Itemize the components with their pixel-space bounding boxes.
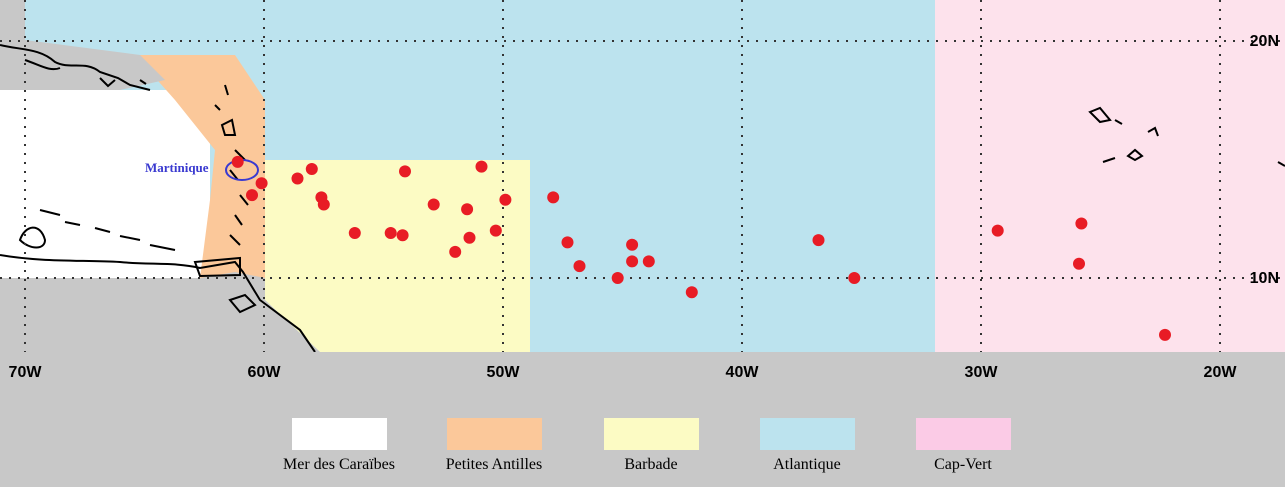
observation-point [1075, 217, 1088, 230]
legend-label-caribbean: Mer des Caraïbes [283, 456, 395, 473]
observation-point [547, 191, 560, 204]
legend-swatch-lesser-antilles [446, 418, 542, 450]
lat-label-10n: 10N [1249, 270, 1279, 287]
observation-point [449, 245, 462, 258]
lon-label-60w: 60W [247, 364, 281, 381]
lon-label-40w: 40W [725, 364, 759, 381]
legend-label-lesser-antilles: Petites Antilles [445, 456, 543, 473]
land-south-america [0, 272, 320, 352]
observation-point [848, 272, 861, 284]
land-greater-antilles [0, 0, 165, 90]
observation-point [611, 272, 624, 284]
lon-label-20w: 20W [1203, 364, 1237, 381]
lat-label-20n: 20N [1249, 33, 1279, 50]
observation-point [991, 224, 1004, 237]
observation-point [427, 198, 440, 211]
legend-item-caribbean: Mer des Caraïbes [229, 418, 449, 474]
observation-point [642, 255, 655, 268]
lon-label-50w: 50W [486, 364, 520, 381]
legend-item-lesser-antilles: Petites Antilles [384, 418, 604, 474]
observation-point [246, 189, 258, 202]
legend: Mer des Caraïbes Petites Antilles Barbad… [0, 418, 1285, 487]
observation-point [463, 231, 476, 244]
legend-label-cape-verde: Cap-Vert [934, 456, 992, 473]
observation-point [626, 255, 639, 268]
legend-label-barbados: Barbade [624, 456, 678, 473]
observation-point [291, 172, 304, 185]
region-lesser-antilles [135, 55, 265, 278]
observation-point [1159, 328, 1171, 341]
region-cape-verde [935, 0, 1285, 352]
observation-point [499, 193, 512, 206]
legend-label-atlantic: Atlantique [773, 456, 841, 473]
legend-swatch-cape-verde [915, 418, 1011, 450]
observation-point [475, 160, 488, 173]
region-caribbean [0, 90, 210, 278]
legend-swatch-caribbean [291, 418, 387, 450]
observation-point [685, 286, 698, 299]
observation-point [461, 203, 474, 216]
observation-point [396, 229, 409, 242]
legend-item-barbados: Barbade [541, 418, 761, 474]
martinique-label: Martinique [145, 160, 209, 175]
observation-point [561, 236, 574, 249]
observation-point [348, 227, 361, 239]
coastlines [0, 44, 1285, 352]
map-panel [0, 0, 1285, 352]
observation-point [399, 165, 411, 178]
lon-label-30w: 30W [964, 364, 998, 381]
observation-point [255, 177, 268, 190]
legend-item-atlantic: Atlantique [697, 418, 917, 474]
legend-item-cape-verde: Cap-Vert [853, 418, 1073, 474]
legend-swatch-barbados [603, 418, 699, 450]
region-map [0, 0, 1285, 352]
observation-point [573, 260, 586, 273]
observation-point [1073, 257, 1085, 270]
observation-point [489, 224, 502, 237]
legend-swatch-atlantic [759, 418, 855, 450]
observation-point [317, 198, 330, 211]
observation-point [812, 234, 825, 247]
observation-point [626, 238, 639, 251]
observation-point [231, 155, 244, 168]
observation-point [384, 227, 397, 239]
observation-points [231, 155, 1171, 341]
lon-label-70w: 70W [8, 364, 42, 381]
region-barbados [265, 160, 530, 352]
observation-point [305, 163, 318, 175]
